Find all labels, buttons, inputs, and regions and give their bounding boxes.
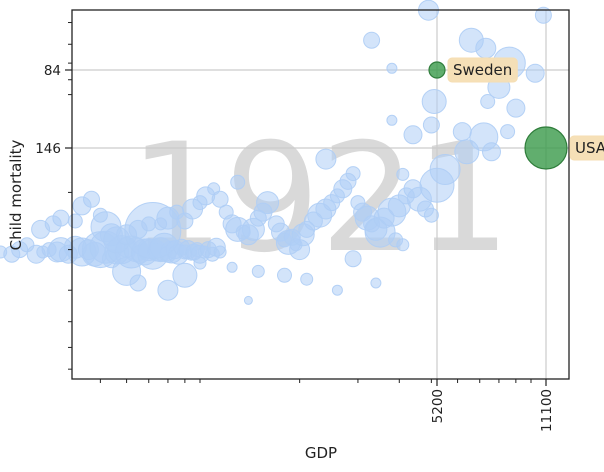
data-point-113 <box>331 284 343 296</box>
data-point-111 <box>344 250 362 268</box>
data-points <box>0 0 552 305</box>
annotation-label-usa: USA <box>575 139 604 157</box>
data-point-48 <box>52 209 70 227</box>
data-point-123 <box>112 256 142 286</box>
data-point-110 <box>396 238 410 252</box>
plot-frame <box>71 9 570 380</box>
data-point-140 <box>403 125 423 145</box>
data-point-115 <box>300 272 314 286</box>
data-point-130 <box>500 124 516 140</box>
data-point-147 <box>230 174 246 190</box>
x-tick-label-0: 5200 <box>430 389 446 423</box>
x-tick-label-1: 11100 <box>539 389 555 432</box>
data-point-148 <box>315 148 337 170</box>
data-point-45 <box>213 245 227 259</box>
data-point-136 <box>525 63 545 83</box>
data-point-77 <box>256 191 280 215</box>
data-point-131 <box>506 98 526 118</box>
annotation-sweden: Sweden <box>447 57 518 83</box>
data-point-145 <box>421 89 447 114</box>
annotation-box-usa <box>569 135 604 161</box>
data-point-126 <box>452 122 472 142</box>
data-point-114 <box>370 277 382 289</box>
data-point-142 <box>386 114 398 126</box>
data-point-116 <box>277 267 292 283</box>
y-tick-label-0: 84 <box>44 63 61 79</box>
data-point-144 <box>386 62 398 74</box>
annotation-box-sweden <box>447 57 518 83</box>
annotations: Sweden USA <box>447 57 604 161</box>
data-point-49 <box>67 213 83 229</box>
data-point-138 <box>480 94 496 109</box>
data-point-68 <box>211 190 229 208</box>
data-point-129 <box>482 142 501 162</box>
data-point-118 <box>226 261 238 273</box>
annotation-usa: USA <box>569 135 604 161</box>
data-point-121 <box>157 279 179 301</box>
x-axis-label: GDP <box>305 444 337 462</box>
data-point-108 <box>423 207 439 223</box>
data-point-119 <box>193 256 207 270</box>
data-point-120 <box>172 262 198 288</box>
y-axis-label: Child mortality <box>7 140 25 251</box>
data-point-143 <box>363 31 381 49</box>
data-point-112 <box>243 295 253 305</box>
data-point-139 <box>422 116 440 134</box>
y-tick-label-1: 146 <box>35 141 61 157</box>
data-point-94 <box>345 166 361 182</box>
data-point-137 <box>534 6 552 24</box>
data-point-51 <box>83 190 100 208</box>
y-ticks: 84 146 <box>35 22 72 370</box>
data-point-141 <box>396 167 410 181</box>
annotation-label-sweden: Sweden <box>453 61 512 79</box>
highlight-points <box>428 61 568 170</box>
data-point-125 <box>419 167 455 203</box>
data-point-135 <box>458 27 484 53</box>
highlight-point-sweden <box>428 61 446 79</box>
data-point-117 <box>251 264 265 278</box>
x-ticks: 5200 11100 <box>99 379 555 432</box>
highlight-point-usa <box>524 126 568 170</box>
